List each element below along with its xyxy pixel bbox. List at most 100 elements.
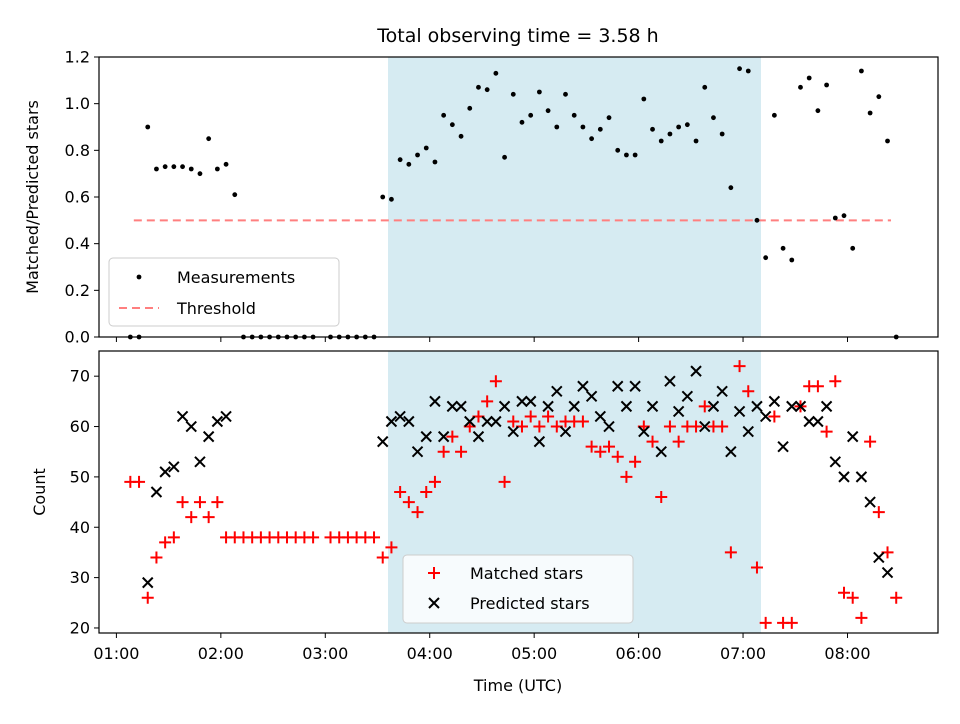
top-panel: 0.0 0.2 0.4 0.6 0.8 1.0 1.2 Matched/Predicted …: [23, 48, 939, 347]
legend-predicted-label: Predicted stars: [470, 594, 590, 613]
matched-star-point: [446, 430, 459, 443]
measurement-point: [406, 161, 412, 167]
measurement-point: [162, 164, 168, 170]
top-marks: [127, 66, 899, 340]
measurement-point: [780, 245, 786, 251]
measurement-point: [728, 185, 734, 191]
measurement-point: [458, 133, 464, 139]
measurement-point: [615, 147, 621, 153]
matched-star-point: [368, 531, 381, 544]
matched-star-point: [411, 506, 424, 519]
measurement-point: [171, 164, 177, 170]
bottom-y-tick-label: 70: [70, 367, 90, 386]
predicted-star-point: [820, 400, 833, 413]
measurement-point: [528, 112, 534, 118]
measurement-point: [806, 75, 812, 81]
top-y-tick-label: 0.2: [65, 281, 90, 300]
bottom-x-axis: 01:00 02:00 03:00 04:00 05:00 06:00 07:00 08:00: [93, 633, 871, 663]
predicted-star-point: [742, 425, 754, 438]
matched-star-point: [507, 415, 520, 428]
bottom-y-tick-label: 20: [70, 618, 90, 637]
matched-star-point: [698, 400, 711, 413]
predicted-star-point: [498, 400, 511, 413]
matched-star-point: [733, 360, 746, 373]
top-axes-frame: [98, 56, 939, 338]
predicted-star-point: [846, 430, 859, 443]
predicted-star-point: [472, 430, 485, 443]
measurement-point: [206, 136, 212, 142]
matched-star-point: [455, 445, 468, 458]
matched-star-point: [855, 611, 868, 624]
predicted-star-point: [707, 400, 720, 413]
measurement-point: [737, 66, 742, 72]
measurement-point: [859, 68, 864, 74]
predicted-star-point: [194, 456, 206, 468]
matched-star-point: [672, 435, 685, 448]
top-y-tick-label: 0.6: [65, 188, 90, 207]
predicted-star-point: [672, 405, 685, 418]
predicted-star-point: [481, 415, 493, 428]
measurement-point: [214, 166, 220, 172]
matched-star-point: [133, 475, 146, 488]
measurement-point: [510, 91, 516, 97]
measurement-point: [832, 215, 838, 221]
matched-star-point: [724, 546, 737, 559]
measurement-point: [597, 126, 603, 132]
measurement-point: [145, 124, 151, 130]
measurement-point: [867, 110, 873, 116]
predicted-star-point: [411, 446, 424, 458]
predicted-star-point: [794, 400, 807, 413]
matched-star-point: [542, 410, 555, 423]
measurement-point: [650, 126, 655, 132]
measurement-point: [502, 154, 507, 160]
measurement-point: [197, 171, 203, 177]
top-y-tick-label: 0.0: [65, 328, 90, 347]
predicted-star-point: [403, 415, 415, 428]
measurement-point: [232, 192, 238, 198]
measurement-point: [815, 108, 821, 114]
bottom-y-axis-label: Count: [30, 468, 49, 516]
predicted-star-point: [733, 405, 746, 418]
predicted-star-point: [812, 415, 824, 428]
chart-title: Total observing time = 3.58 h: [376, 25, 658, 47]
measurement-point: [745, 68, 751, 74]
top-shaded-span: [388, 57, 761, 337]
measurement-point: [223, 161, 229, 167]
predicted-star-point: [777, 440, 789, 453]
predicted-star-point: [142, 576, 154, 589]
legend-predicted-marker: [428, 597, 440, 609]
predicted-star-point: [751, 400, 763, 413]
predicted-star-point: [516, 395, 528, 408]
bottom-y-tick-label: 40: [70, 518, 90, 537]
predicted-star-point: [594, 410, 607, 423]
x-tick-label: 03:00: [302, 644, 348, 663]
measurement-point: [154, 166, 159, 172]
measurement-point: [754, 217, 760, 223]
measurement-point: [545, 108, 551, 114]
measurement-point: [789, 257, 795, 263]
measurement-point: [441, 112, 447, 118]
x-tick-label: 04:00: [407, 644, 453, 663]
bottom-y-tick-label: 30: [70, 568, 90, 587]
measurement-point: [571, 112, 577, 118]
measurement-point: [476, 84, 481, 90]
measurement-point: [554, 124, 560, 130]
legend-threshold-label: Threshold: [176, 299, 256, 318]
matched-star-point: [759, 616, 772, 629]
predicted-star-point: [568, 400, 580, 413]
predicted-star-point: [699, 420, 711, 433]
predicted-star-point: [855, 471, 868, 483]
matched-star-point: [576, 415, 589, 428]
matched-star-point: [307, 531, 320, 544]
matched-star-point: [646, 435, 659, 448]
measurement-point: [798, 84, 803, 90]
predicted-star-point: [716, 385, 728, 397]
measurement-point: [389, 196, 394, 202]
matched-star-point: [655, 491, 668, 504]
predicted-star-point: [881, 566, 894, 579]
matched-star-point: [193, 496, 206, 509]
predicted-star-point: [725, 446, 737, 458]
measurement-point: [484, 87, 490, 93]
matched-star-point: [629, 455, 642, 468]
measurement-point: [188, 166, 194, 172]
